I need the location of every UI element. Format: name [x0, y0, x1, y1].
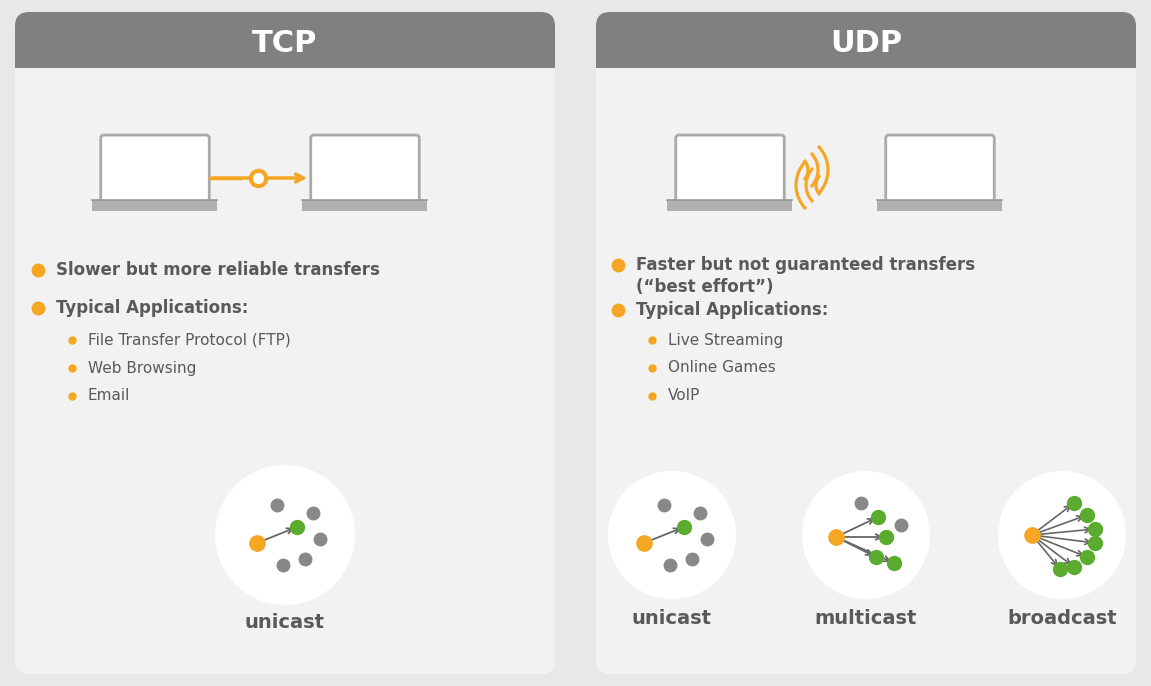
Text: Faster but not guaranteed transfers: Faster but not guaranteed transfers	[637, 256, 975, 274]
Text: multicast: multicast	[815, 608, 917, 628]
Text: File Transfer Protocol (FTP): File Transfer Protocol (FTP)	[87, 333, 291, 348]
FancyBboxPatch shape	[15, 12, 555, 68]
Text: UDP: UDP	[830, 29, 902, 58]
Text: Web Browsing: Web Browsing	[87, 361, 197, 375]
Circle shape	[608, 471, 735, 599]
FancyBboxPatch shape	[596, 12, 1136, 674]
Bar	[15, 40, 555, 68]
Bar	[877, 200, 1003, 211]
Text: (“best effort”): (“best effort”)	[637, 278, 773, 296]
FancyBboxPatch shape	[596, 12, 1136, 68]
FancyBboxPatch shape	[676, 135, 784, 202]
Text: Live Streaming: Live Streaming	[668, 333, 783, 348]
Bar	[303, 200, 427, 211]
Text: TCP: TCP	[252, 29, 318, 58]
Circle shape	[215, 465, 355, 605]
FancyBboxPatch shape	[311, 135, 419, 202]
Bar	[92, 200, 218, 211]
Circle shape	[998, 471, 1126, 599]
Circle shape	[802, 471, 930, 599]
FancyBboxPatch shape	[15, 12, 555, 674]
Bar	[668, 200, 793, 211]
Text: VoIP: VoIP	[668, 388, 700, 403]
Text: Slower but more reliable transfers: Slower but more reliable transfers	[56, 261, 380, 279]
Text: Email: Email	[87, 388, 130, 403]
Text: Typical Applications:: Typical Applications:	[637, 301, 829, 319]
Text: unicast: unicast	[245, 613, 325, 632]
FancyBboxPatch shape	[101, 135, 209, 202]
Text: broadcast: broadcast	[1007, 608, 1116, 628]
Bar	[596, 40, 1136, 68]
Text: unicast: unicast	[632, 608, 712, 628]
Text: Online Games: Online Games	[668, 361, 776, 375]
FancyBboxPatch shape	[886, 135, 994, 202]
Text: Typical Applications:: Typical Applications:	[56, 299, 249, 317]
